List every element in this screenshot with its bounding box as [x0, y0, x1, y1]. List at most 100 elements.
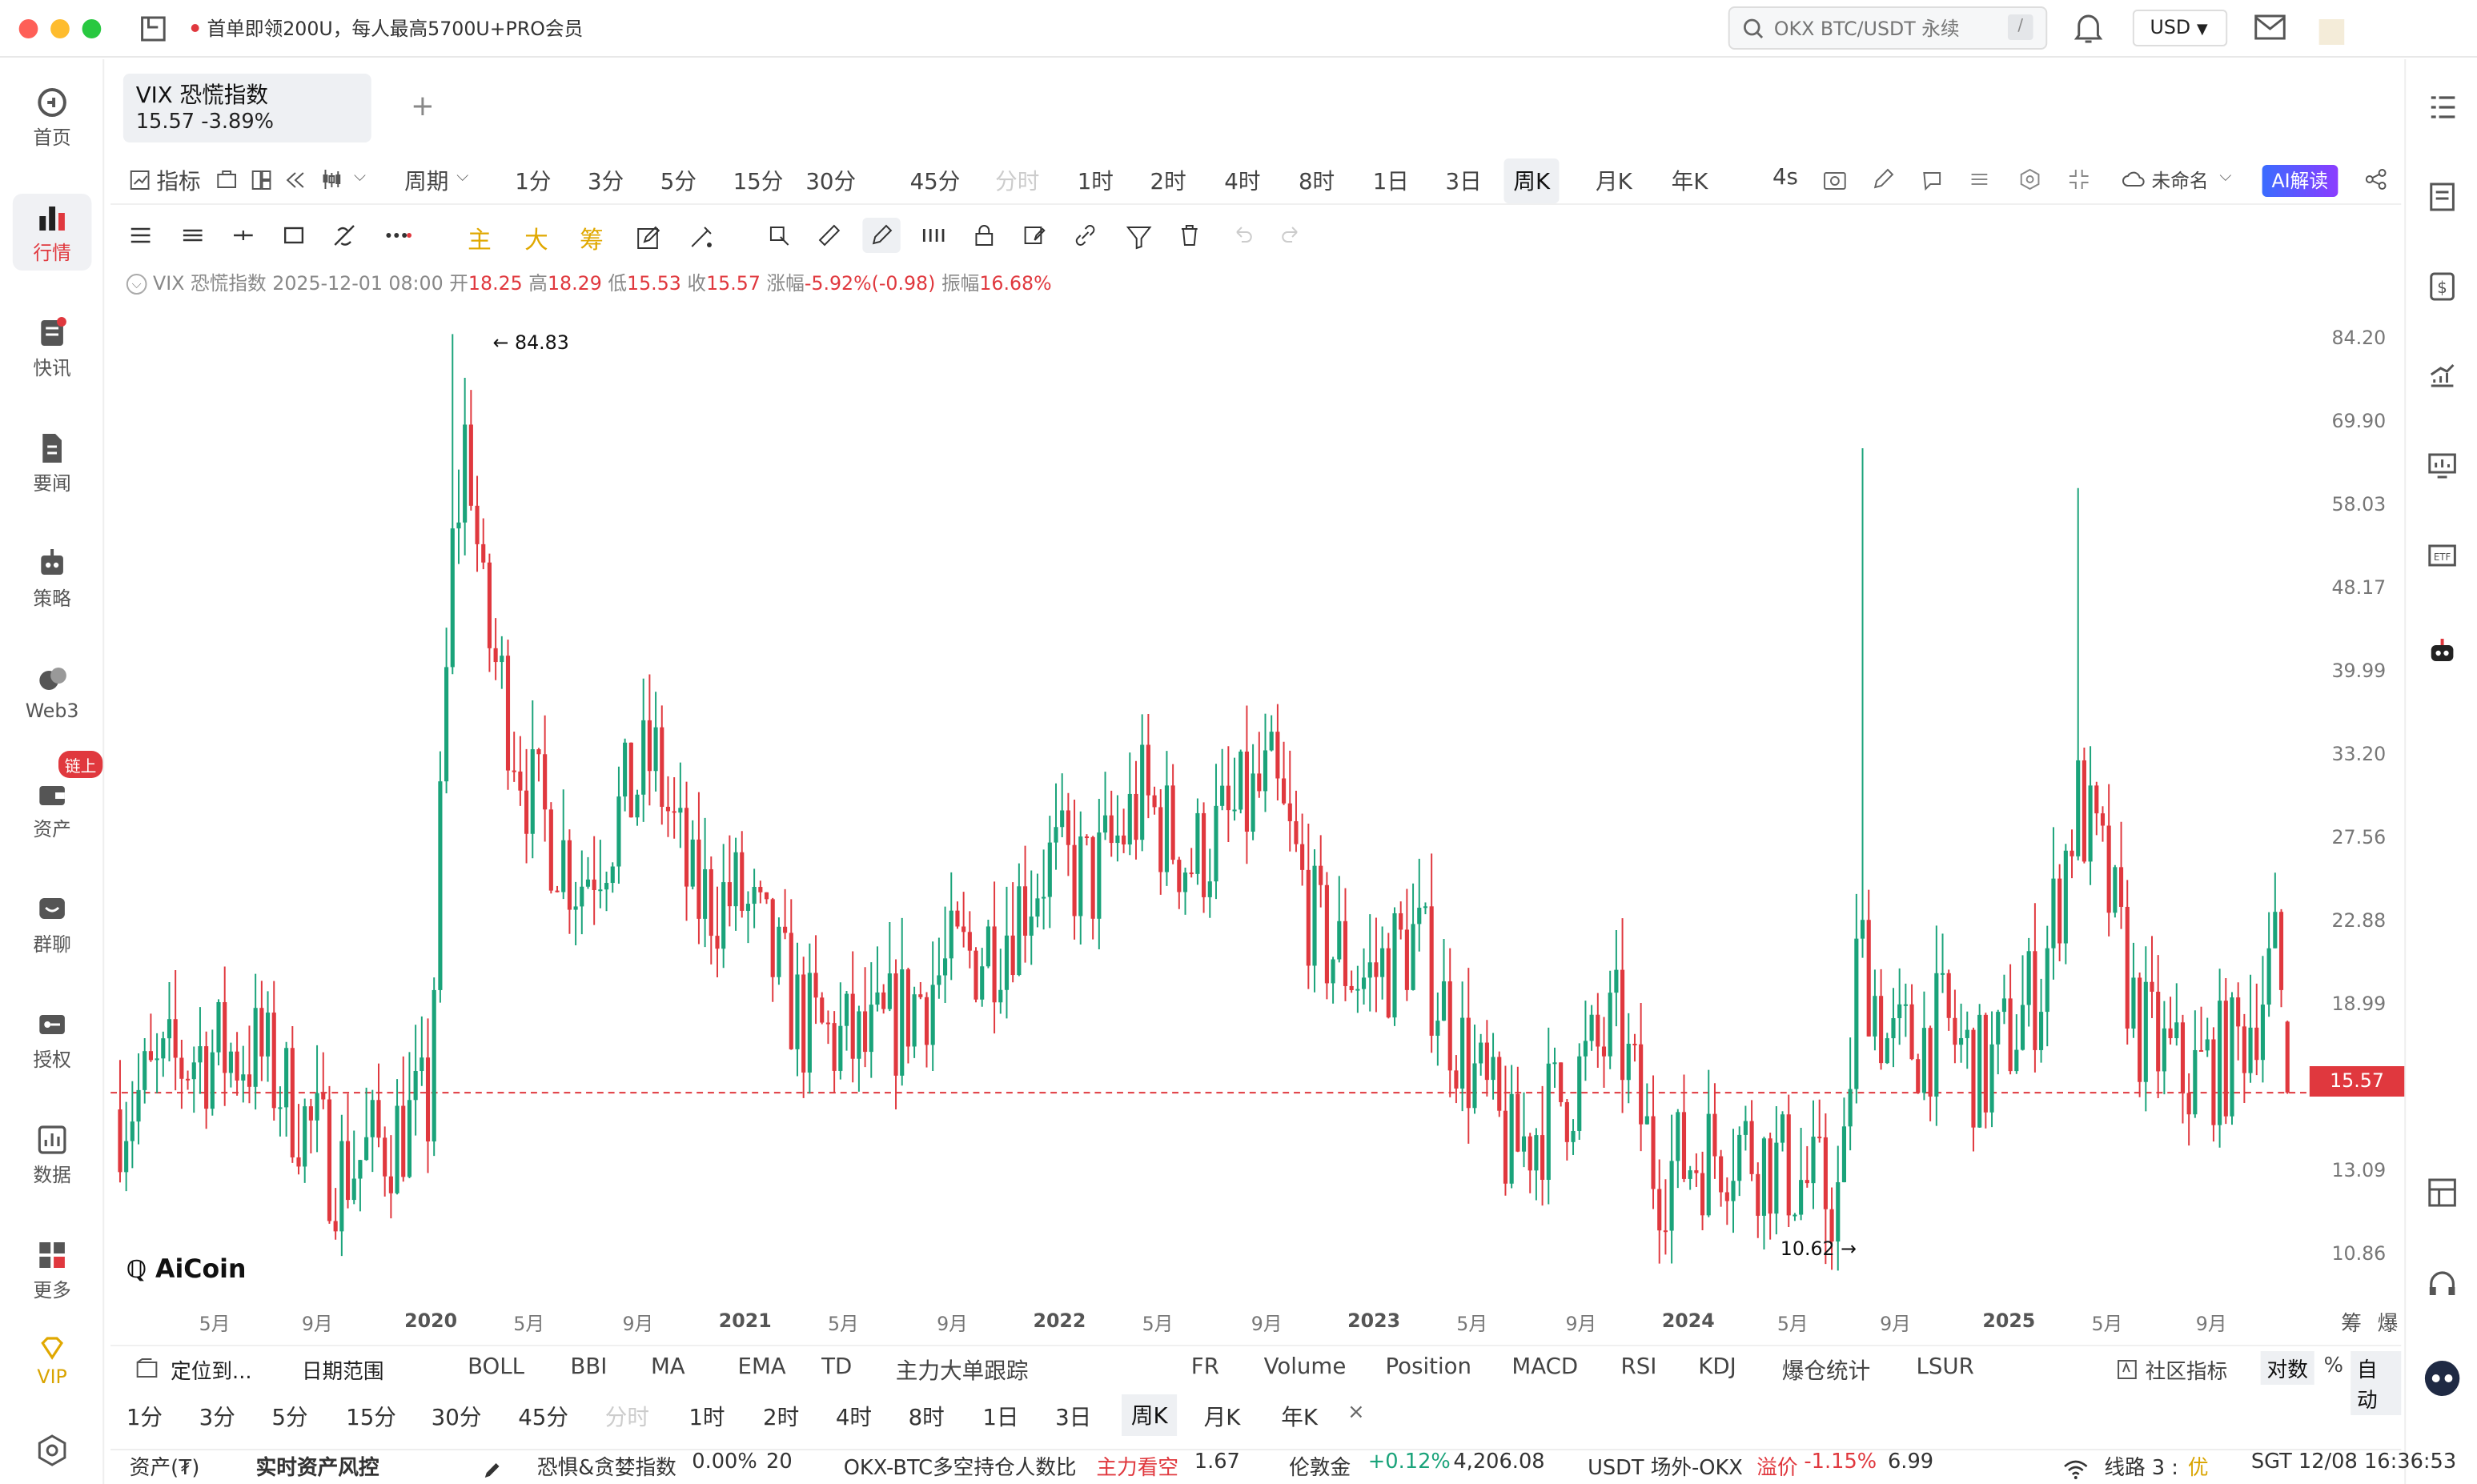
- add-tab-button[interactable]: +: [411, 90, 435, 123]
- undo-icon[interactable]: [1230, 224, 1253, 247]
- liquidation-axis-label[interactable]: 爆: [2377, 1313, 2399, 1337]
- monitor-icon[interactable]: [2427, 450, 2458, 482]
- interval-15[interactable]: 年K: [1671, 170, 1708, 195]
- percent-scale-toggle[interactable]: %: [2323, 1354, 2343, 1378]
- community-indicator-button[interactable]: 社区指标: [2145, 1361, 2228, 1385]
- symbol-tab[interactable]: VIX 恐慌指数 15.57 -3.89%: [122, 74, 371, 142]
- sub-indicator-4[interactable]: RSI: [1620, 1354, 1657, 1380]
- sidebar-item-groupchat[interactable]: 群聊: [13, 885, 92, 962]
- chevron-down-icon[interactable]: ⌵: [353, 168, 366, 186]
- main-indicator-5[interactable]: 主力大单跟踪: [895, 1359, 1029, 1385]
- pen-icon[interactable]: [482, 1460, 503, 1481]
- close-periods-button[interactable]: ×: [1347, 1401, 1365, 1425]
- pen-edit-icon[interactable]: [1872, 168, 1894, 191]
- interval-0[interactable]: 1分: [515, 170, 552, 195]
- horizontal-line-icon[interactable]: [232, 224, 255, 247]
- quick-period-9[interactable]: 4时: [835, 1406, 873, 1431]
- collapse-icon[interactable]: [2068, 168, 2090, 191]
- assistant-bot-icon[interactable]: [2422, 1359, 2463, 1398]
- quick-period-4[interactable]: 30分: [431, 1406, 482, 1431]
- auto-scale-toggle[interactable]: 自动: [2351, 1351, 2402, 1415]
- chips-axis-label[interactable]: 筹: [2341, 1313, 2362, 1337]
- camera-icon[interactable]: [1823, 168, 1847, 191]
- interval-8[interactable]: 2时: [1150, 170, 1186, 195]
- quick-period-10[interactable]: 8时: [908, 1406, 945, 1431]
- main-indicator-4[interactable]: TD: [821, 1354, 853, 1380]
- interval-5[interactable]: 45分: [909, 170, 961, 195]
- sidebar-item-assets[interactable]: 资产: [13, 770, 92, 847]
- quick-period-7[interactable]: 1时: [689, 1406, 725, 1431]
- dollar-icon[interactable]: $: [2427, 271, 2458, 303]
- rectangle-icon[interactable]: [283, 224, 305, 247]
- search-input[interactable]: [1773, 14, 1996, 43]
- main-force-button[interactable]: 主: [468, 226, 492, 255]
- avatar[interactable]: [2318, 19, 2345, 45]
- list-settings-icon[interactable]: [1969, 168, 1991, 191]
- interval-7[interactable]: 1时: [1077, 170, 1114, 195]
- sub-indicator-1[interactable]: Volume: [1263, 1354, 1347, 1380]
- quick-period-14[interactable]: 月K: [1203, 1406, 1241, 1431]
- chevron-down-icon[interactable]: ⌵: [2219, 168, 2232, 186]
- sub-indicator-6[interactable]: 爆仓统计: [1781, 1359, 1871, 1385]
- quick-period-12[interactable]: 3日: [1055, 1406, 1092, 1431]
- new-window-icon[interactable]: [139, 14, 168, 43]
- quick-period-8[interactable]: 2时: [763, 1406, 800, 1431]
- main-indicator-0[interactable]: BOLL: [468, 1354, 525, 1380]
- parallel-lines-icon[interactable]: [182, 224, 204, 247]
- search-box[interactable]: /: [1728, 6, 2048, 50]
- etf-icon[interactable]: ETF: [2427, 539, 2458, 572]
- chips-button[interactable]: 筹: [580, 226, 604, 255]
- interval-12[interactable]: 3日: [1445, 170, 1482, 195]
- assets-label[interactable]: 资产(₮): [129, 1457, 200, 1481]
- main-indicator-1[interactable]: BBI: [570, 1354, 608, 1380]
- sidebar-item-web3[interactable]: Web3: [13, 655, 92, 732]
- candle-type-icon[interactable]: [321, 168, 343, 191]
- sidebar-item-home[interactable]: 首页: [13, 78, 92, 155]
- quick-period-11[interactable]: 1日: [982, 1406, 1019, 1431]
- sidebar-item-more[interactable]: 更多: [13, 1231, 92, 1308]
- fib-icon[interactable]: [333, 224, 355, 247]
- window-maximize-button[interactable]: [82, 19, 102, 38]
- layout-name-button[interactable]: 未命名: [2151, 170, 2209, 192]
- interval-9[interactable]: 4时: [1224, 170, 1261, 195]
- interval-1[interactable]: 3分: [588, 170, 624, 195]
- interval-10[interactable]: 8时: [1298, 170, 1335, 195]
- mail-icon[interactable]: [2254, 14, 2286, 40]
- interval-2[interactable]: 5分: [660, 170, 697, 195]
- select-icon[interactable]: [768, 224, 790, 247]
- sub-indicator-3[interactable]: MACD: [1511, 1354, 1579, 1380]
- layout-panel-icon[interactable]: [2427, 1177, 2458, 1209]
- headset-icon[interactable]: [2427, 1268, 2458, 1300]
- locate-button[interactable]: 定位到...: [171, 1361, 252, 1385]
- currency-select[interactable]: USD ▼: [2132, 10, 2228, 46]
- sidebar-item-market[interactable]: 行情: [12, 194, 92, 271]
- notes-icon[interactable]: [2427, 181, 2458, 213]
- sidebar-item-authorize[interactable]: 授权: [13, 1001, 92, 1077]
- more-dots-icon[interactable]: [383, 224, 412, 247]
- sub-indicator-2[interactable]: Position: [1385, 1354, 1472, 1380]
- large-order-button[interactable]: 大: [524, 226, 548, 255]
- lock-icon[interactable]: [973, 224, 995, 247]
- window-minimize-button[interactable]: [50, 19, 70, 38]
- quick-period-3[interactable]: 15分: [346, 1406, 396, 1431]
- ai-interpret-button[interactable]: AI解读: [2262, 165, 2338, 197]
- indicator-button[interactable]: 指标: [156, 170, 201, 195]
- replay-icon[interactable]: [284, 170, 305, 191]
- main-indicator-3[interactable]: EMA: [737, 1354, 786, 1380]
- sidebar-item-flash[interactable]: 快讯: [13, 309, 92, 386]
- quick-period-0[interactable]: 1分: [126, 1406, 163, 1431]
- gear-icon[interactable]: [2019, 168, 2041, 191]
- sidebar-item-data[interactable]: 数据: [13, 1116, 92, 1193]
- edit-layer-icon[interactable]: [1024, 224, 1046, 247]
- sub-indicator-7[interactable]: LSUR: [1916, 1354, 1974, 1380]
- interval-3[interactable]: 15分: [733, 170, 784, 195]
- brush-tool[interactable]: [862, 218, 901, 253]
- template-icon[interactable]: [216, 170, 237, 191]
- trend-icon[interactable]: [2427, 360, 2458, 392]
- interval-14[interactable]: 月K: [1595, 170, 1632, 195]
- risk-label[interactable]: 实时资产风控: [255, 1457, 379, 1481]
- quick-period-13[interactable]: 周K: [1121, 1394, 1178, 1436]
- interval-11[interactable]: 1日: [1372, 170, 1409, 195]
- ai-robot-icon[interactable]: [2427, 636, 2458, 668]
- log-scale-toggle[interactable]: 对数: [2260, 1351, 2314, 1385]
